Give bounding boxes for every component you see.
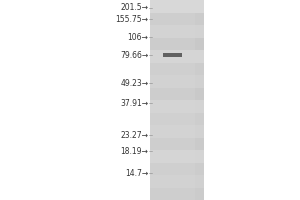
Text: 155.75→: 155.75→ (116, 15, 148, 23)
Text: 106→: 106→ (128, 32, 148, 42)
Bar (150, 25, 204, 38)
Text: 37.91→: 37.91→ (120, 98, 148, 108)
Bar (150, 188, 204, 200)
Bar (150, 62, 204, 75)
Bar (163, 53, 182, 57)
Bar (150, 38, 204, 50)
Bar (150, 100, 204, 112)
Text: 49.23→: 49.23→ (120, 78, 148, 88)
Bar (150, 0, 195, 200)
Bar (150, 50, 204, 62)
Text: 79.66→: 79.66→ (120, 50, 148, 60)
Bar (150, 162, 204, 175)
Bar (150, 0, 204, 12)
Text: 23.27→: 23.27→ (121, 130, 148, 140)
Bar (150, 12, 204, 25)
Bar (150, 88, 204, 100)
Bar (150, 75, 204, 88)
Bar (150, 125, 204, 138)
Bar (150, 150, 204, 162)
Text: 201.5→: 201.5→ (121, 3, 148, 12)
Bar (150, 175, 204, 188)
Text: 14.7→: 14.7→ (125, 168, 148, 178)
Bar (150, 138, 204, 150)
Text: 18.19→: 18.19→ (121, 146, 148, 156)
Bar (150, 112, 204, 125)
